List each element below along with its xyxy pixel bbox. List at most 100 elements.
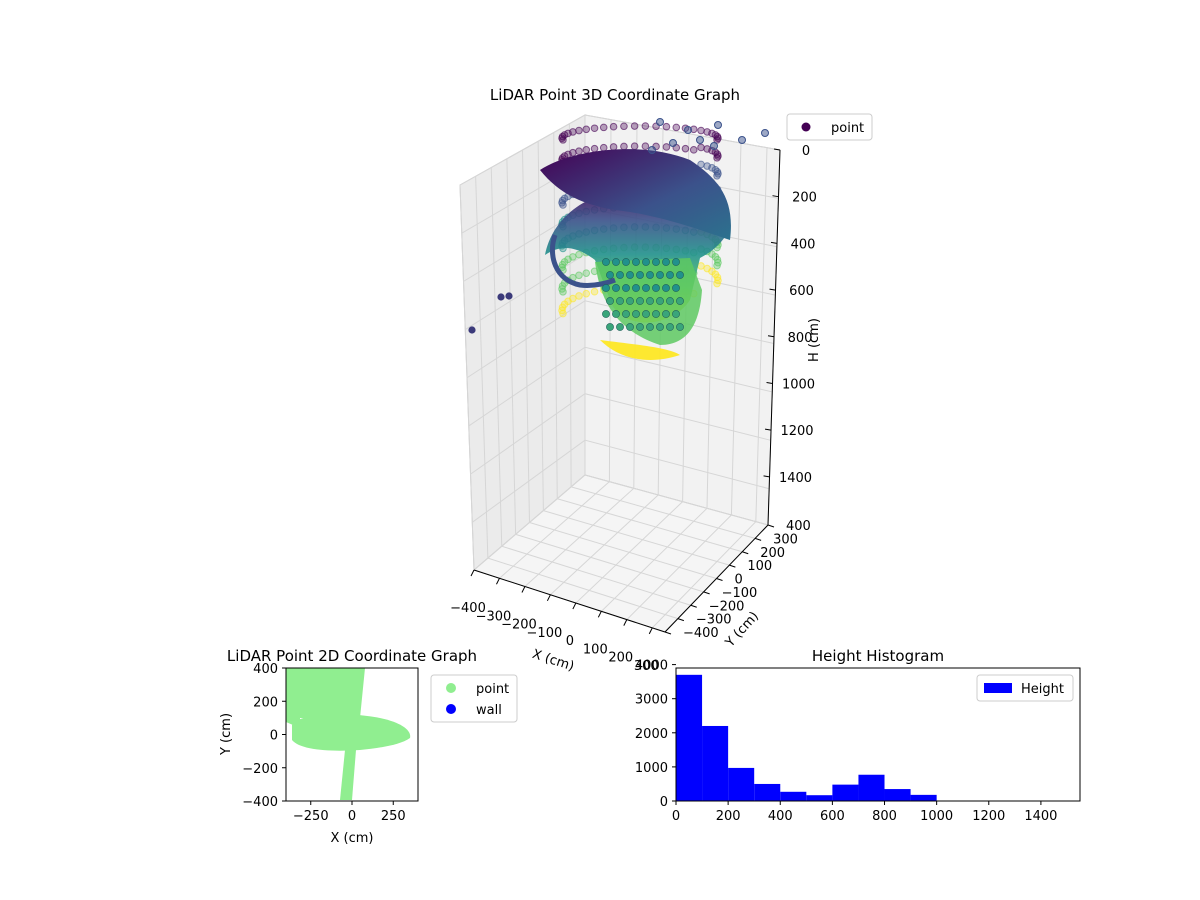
z-tick-3d-mark [767, 335, 775, 338]
grid-point [676, 297, 684, 305]
y-tick-3d-mark [742, 551, 749, 555]
x-tick-3d-label: −400 [450, 601, 486, 616]
grid-point [636, 271, 644, 279]
y-tick-3d-label: 400 [786, 519, 811, 534]
grid-point [632, 310, 640, 318]
y-ticks-2d: 400 200 0 −200 −400 [242, 662, 286, 810]
z-tick-3d-mark [766, 381, 773, 384]
x-ticks-2d: −250 0 250 [293, 801, 406, 824]
cylinder-point [569, 128, 577, 136]
x-axis-label-3d: X (cm) [530, 647, 576, 675]
grid-point [662, 284, 670, 292]
top-scatter-point [696, 136, 704, 144]
grid-point [666, 271, 674, 279]
grid-point [656, 297, 664, 305]
point-cloud-3d [468, 118, 769, 360]
y-tick-2d-label: −200 [242, 762, 278, 777]
grid-point [676, 271, 684, 279]
legend-3d-marker [801, 122, 811, 132]
grid-point [656, 271, 664, 279]
histogram-bar [910, 794, 937, 801]
y-tick-2d-label: −400 [242, 795, 278, 810]
point-cloud-bottom [600, 340, 680, 360]
grid-point [676, 323, 684, 331]
top-scatter-point [761, 129, 769, 137]
grid-point [602, 310, 610, 318]
grid-point [646, 297, 654, 305]
x-tick-hist-label: 600 [820, 809, 845, 824]
cylinder-point [620, 122, 628, 131]
y-tick-3d-label: 200 [760, 546, 785, 561]
y-tick-hist-label: 2000 [635, 727, 668, 742]
grid-point [646, 271, 654, 279]
histogram-bar [806, 795, 833, 801]
z-tick-3d-mark [773, 148, 781, 151]
y-ticks-hist: 0 1000 2000 3000 4000 [635, 659, 676, 810]
grid-3d-y-line [475, 176, 679, 620]
z-tick-3d-label: 400 [791, 237, 816, 252]
top-scatter-point [669, 139, 677, 147]
grid-point [602, 258, 610, 266]
top-scatter-point [738, 136, 746, 144]
z-tick-3d-mark [769, 288, 776, 291]
y-tick-3d-label: −300 [696, 613, 732, 628]
cylinder-point [662, 143, 671, 151]
cylinder-point [713, 154, 721, 162]
grid-point [652, 310, 660, 318]
y-tick-3d-label: 100 [747, 559, 772, 574]
x-tick-3d-label: −300 [476, 609, 512, 624]
grid-point [672, 258, 680, 266]
cylinder-point [575, 147, 583, 156]
y-tick-hist-label: 4000 [635, 659, 668, 674]
y-tick-hist-label: 0 [660, 795, 668, 810]
outlier-point [505, 292, 513, 300]
y-tick-3d-mark [754, 537, 762, 541]
cylinder-point [697, 126, 705, 135]
point-cloud-arc [549, 234, 616, 288]
cylinder-point [569, 148, 577, 157]
y-tick-3d-mark [767, 524, 775, 528]
z-axis-label-3d: H (cm) [807, 318, 822, 362]
histogram-bar [676, 674, 703, 801]
grid-point [642, 258, 650, 266]
grid-point [662, 258, 670, 266]
z-tick-3d-mark [772, 195, 779, 198]
cylinder-point [582, 289, 591, 298]
y-tick-3d-label: 0 [735, 573, 743, 588]
y-tick-3d-mark [729, 564, 736, 568]
y-tick-3d-label: −100 [722, 586, 758, 601]
point-cloud-grid-points [602, 118, 769, 331]
grid-point [626, 323, 634, 331]
legend-2d-wall-marker [446, 704, 456, 714]
grid-point [642, 284, 650, 292]
y-tick-2d-label: 400 [253, 662, 278, 677]
histogram-bar [754, 783, 781, 801]
y-axis-label-2d: Y (cm) [219, 713, 234, 756]
outlier-point [468, 326, 476, 334]
x-tick-3d-label: 200 [608, 651, 633, 666]
grid-point [656, 323, 664, 331]
y-tick-3d-mark [664, 631, 672, 635]
cylinder-point [590, 144, 599, 153]
grid-point [606, 297, 614, 305]
z-axis-line [767, 149, 781, 526]
z-tick-3d-label: 800 [788, 331, 813, 346]
cylinder-point [630, 122, 639, 130]
y-tick-3d-label: −200 [709, 599, 745, 614]
grid-point [636, 323, 644, 331]
grid-point [622, 310, 630, 318]
grid-point [666, 323, 674, 331]
grid-point [616, 297, 624, 305]
grid-point [632, 258, 640, 266]
grid-point [672, 284, 680, 292]
axes-hist-frame [675, 667, 1081, 802]
legend-2d: point wall [430, 674, 518, 723]
x-tick-hist-label: 1200 [972, 809, 1005, 824]
grid-point [632, 284, 640, 292]
y-tick-hist-label: 3000 [635, 693, 668, 708]
x-tick-3d-mark [546, 594, 551, 602]
cylinder-point [681, 144, 690, 153]
